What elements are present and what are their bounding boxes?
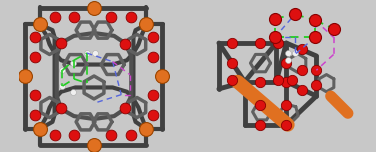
Point (71, 134, 77, 136)
Point (108, 16, 114, 18)
Point (91, 144, 97, 146)
Point (313, 83, 319, 86)
Point (150, 35, 156, 38)
Point (292, 13, 298, 16)
Point (122, 106, 128, 109)
Point (52, 16, 58, 18)
Point (258, 42, 264, 44)
Point (229, 79, 235, 81)
Point (70, 91, 76, 93)
Point (312, 19, 318, 21)
Point (299, 69, 305, 71)
Point (128, 16, 134, 18)
Point (283, 124, 289, 126)
Point (70, 62, 76, 64)
Point (229, 62, 235, 64)
Point (258, 104, 264, 106)
Point (292, 52, 298, 54)
Point (22, 75, 28, 77)
Point (91, 7, 97, 9)
Point (285, 52, 291, 54)
Point (272, 36, 278, 38)
Point (159, 75, 165, 77)
Point (52, 134, 58, 136)
Point (150, 56, 156, 59)
Point (32, 56, 38, 59)
Point (289, 79, 295, 81)
Point (58, 42, 64, 44)
Point (258, 81, 264, 83)
Point (32, 35, 38, 38)
Point (71, 16, 77, 18)
Point (143, 23, 149, 26)
Point (122, 43, 128, 46)
Point (150, 114, 156, 117)
Point (32, 114, 38, 117)
Point (285, 59, 291, 61)
Point (84, 52, 90, 54)
Point (58, 106, 64, 109)
Point (283, 81, 289, 83)
Point (331, 28, 337, 30)
Point (128, 134, 134, 136)
Point (92, 52, 99, 54)
Point (299, 89, 305, 92)
Point (32, 93, 38, 96)
Point (283, 62, 289, 64)
Point (312, 36, 318, 38)
Point (313, 69, 319, 71)
Point (258, 124, 264, 126)
Point (59, 69, 65, 71)
Point (36, 128, 42, 130)
Point (59, 85, 65, 87)
Point (36, 23, 42, 26)
Point (229, 42, 235, 44)
Point (143, 128, 149, 130)
Point (283, 104, 289, 106)
Point (272, 17, 278, 20)
Point (150, 93, 156, 96)
Point (275, 42, 281, 44)
Point (108, 134, 114, 136)
Point (275, 79, 281, 81)
Point (299, 48, 305, 50)
